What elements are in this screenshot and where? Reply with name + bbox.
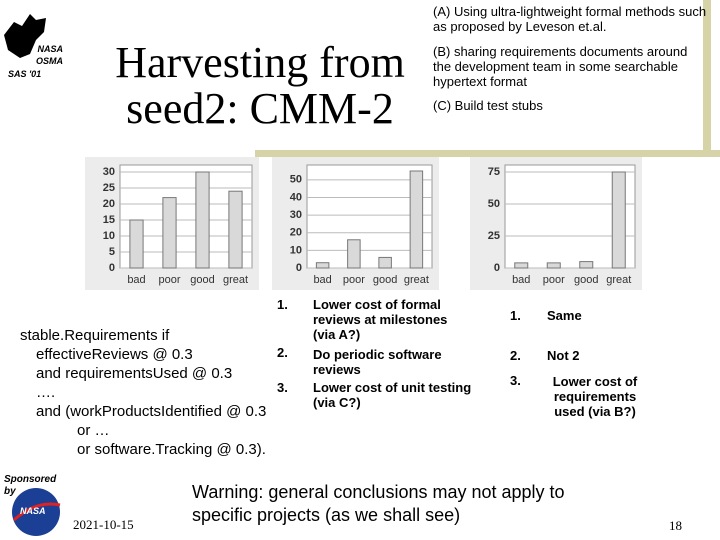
condition-line: …. [36,384,56,401]
nasa-logo [12,488,60,536]
sponsor: Sponsored by [4,474,57,497]
warning: Warning: general conclusions may not app… [192,482,565,525]
x-tick-label: great [606,274,631,286]
logo-line: OSMA [36,56,63,66]
y-tick-label: 75 [488,166,500,178]
finding-number: 3. [277,380,288,395]
y-tick-label: 40 [290,191,302,203]
outcome: Same [547,308,582,323]
bar [347,239,361,269]
logo-line: NASA [37,44,63,54]
nasa-swoosh [12,502,61,522]
bar [315,262,330,269]
condition-line: or … [77,422,110,439]
y-tick-label: 0 [494,262,500,274]
y-tick-label: 25 [488,230,500,242]
sponsor-logo: NASA [20,506,46,516]
finding-number: 2. [277,345,288,360]
condition-line: or software.Tracking @ 0.3). [77,441,266,458]
condition-line: stable.Requirements if [20,327,170,344]
y-tick-label: 5 [109,246,115,258]
bar [546,262,561,269]
state-logo [4,14,46,58]
title: Harvesting from seed2: CMM-2 [115,38,405,133]
condition: stable.Requirements if effectiveReviews … [20,326,266,459]
x-tick-label: great [404,274,429,286]
logo-text: NASA OSMA [36,43,63,67]
x-tick-label: good [574,274,598,286]
x-tick-label: good [373,274,397,286]
date: 2021-10-15 [73,517,134,532]
y-tick-label: 30 [290,209,302,221]
finding: Do periodic software reviews [313,347,442,377]
outcome-number: 3. [510,373,521,388]
y-tick-label: 20 [103,198,115,210]
x-tick-label: poor [543,274,565,286]
condition-line: and requirementsUsed @ 0.3 [36,365,233,382]
logo-line: SAS '01 [8,69,42,79]
outcome-number: 2. [510,348,521,363]
note: (B) sharing requirements documents aroun… [433,44,688,89]
outcome: Not 2 [547,348,580,363]
condition-line: effectiveReviews @ 0.3 [36,346,193,363]
outcome: Lower cost of requirements used (via B?) [552,374,638,419]
x-tick-label: good [190,274,214,286]
x-tick-label: poor [343,274,365,286]
bar [579,261,594,269]
y-tick-label: 50 [290,174,302,186]
x-tick-label: poor [158,274,180,286]
x-tick-label: bad [512,274,530,286]
note: (A) Using ultra-lightweight formal metho… [433,4,707,34]
bar [611,171,626,269]
page-number: 18 [669,518,682,533]
y-tick-label: 20 [290,227,302,239]
y-tick-label: 15 [103,214,115,226]
bar [228,190,243,269]
outcome-number: 1. [510,308,521,323]
y-tick-label: 10 [290,244,302,256]
finding-number: 1. [277,297,288,312]
note: (C) Build test stubs [433,98,543,113]
bar [409,170,424,269]
bar [514,262,529,269]
y-tick-label: 30 [103,166,115,178]
x-tick-label: great [223,274,248,286]
title-rule [255,150,720,157]
bar [378,256,392,269]
bar [162,197,177,269]
x-tick-label: bad [313,274,331,286]
y-tick-label: 0 [109,262,115,274]
title-rule-vertical [703,0,711,157]
y-tick-label: 50 [488,198,500,210]
finding: Lower cost of formal reviews at mileston… [313,297,448,342]
condition-line: and (workProductsIdentified @ 0.3 [36,403,267,420]
finding: Lower cost of unit testing (via C?) [313,380,472,410]
y-tick-label: 10 [103,230,115,242]
bar [195,171,210,269]
bar [129,219,144,269]
y-tick-label: 0 [296,262,302,274]
x-tick-label: bad [127,274,145,286]
y-tick-label: 25 [103,182,115,194]
